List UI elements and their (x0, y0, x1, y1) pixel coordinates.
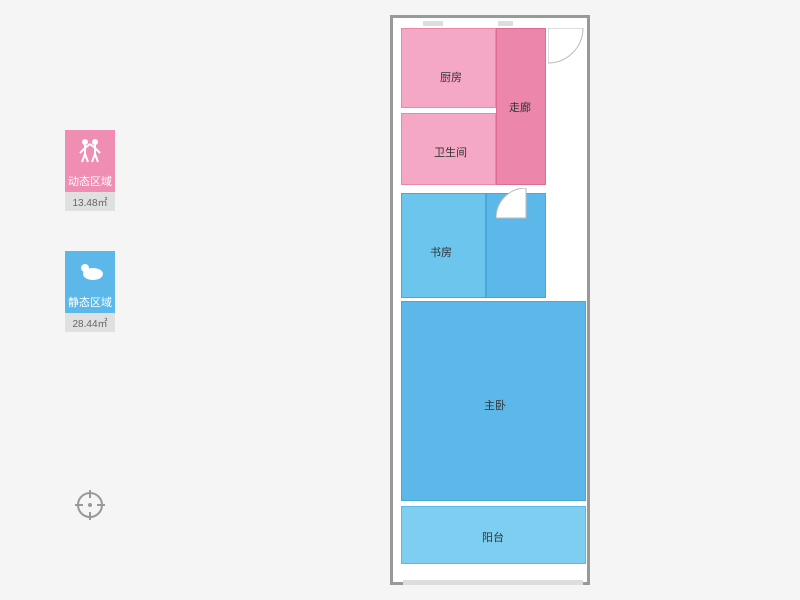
static-value: 28.44㎡ (65, 313, 115, 332)
room-label-bathroom: 卫生间 (434, 144, 467, 160)
wall-segment (403, 580, 583, 585)
room-label-corridor: 走廊 (509, 99, 531, 115)
room-label-balcony: 阳台 (482, 529, 504, 545)
room-label-kitchen: 厨房 (440, 69, 462, 85)
compass-icon (75, 490, 105, 525)
dynamic-label: 动态区域 (65, 170, 115, 192)
wall-segment (498, 21, 513, 26)
door-arc (548, 28, 588, 68)
legend-panel: 动态区域 13.48㎡ 静态区域 28.44㎡ (65, 130, 115, 372)
dynamic-value: 13.48㎡ (65, 192, 115, 211)
room-balcony: 阳台 (401, 506, 586, 564)
room-corridor: 走廊 (496, 28, 546, 185)
legend-static: 静态区域 28.44㎡ (65, 251, 115, 332)
room-kitchen: 厨房 (401, 28, 496, 108)
room-label-study: 书房 (430, 244, 452, 260)
static-icon (65, 251, 115, 291)
room-label-master-bedroom: 主卧 (484, 397, 506, 413)
wall-segment (423, 21, 443, 26)
room-master-bedroom: 主卧 (401, 301, 586, 501)
floor-plan: 厨房卫生间 走廊书房主卧阳台 (390, 15, 590, 585)
room-study: 书房 (401, 193, 486, 298)
door-arc (496, 188, 531, 223)
dynamic-icon (65, 130, 115, 170)
room-bathroom: 卫生间 (401, 113, 496, 185)
legend-dynamic: 动态区域 13.48㎡ (65, 130, 115, 211)
static-label: 静态区域 (65, 291, 115, 313)
